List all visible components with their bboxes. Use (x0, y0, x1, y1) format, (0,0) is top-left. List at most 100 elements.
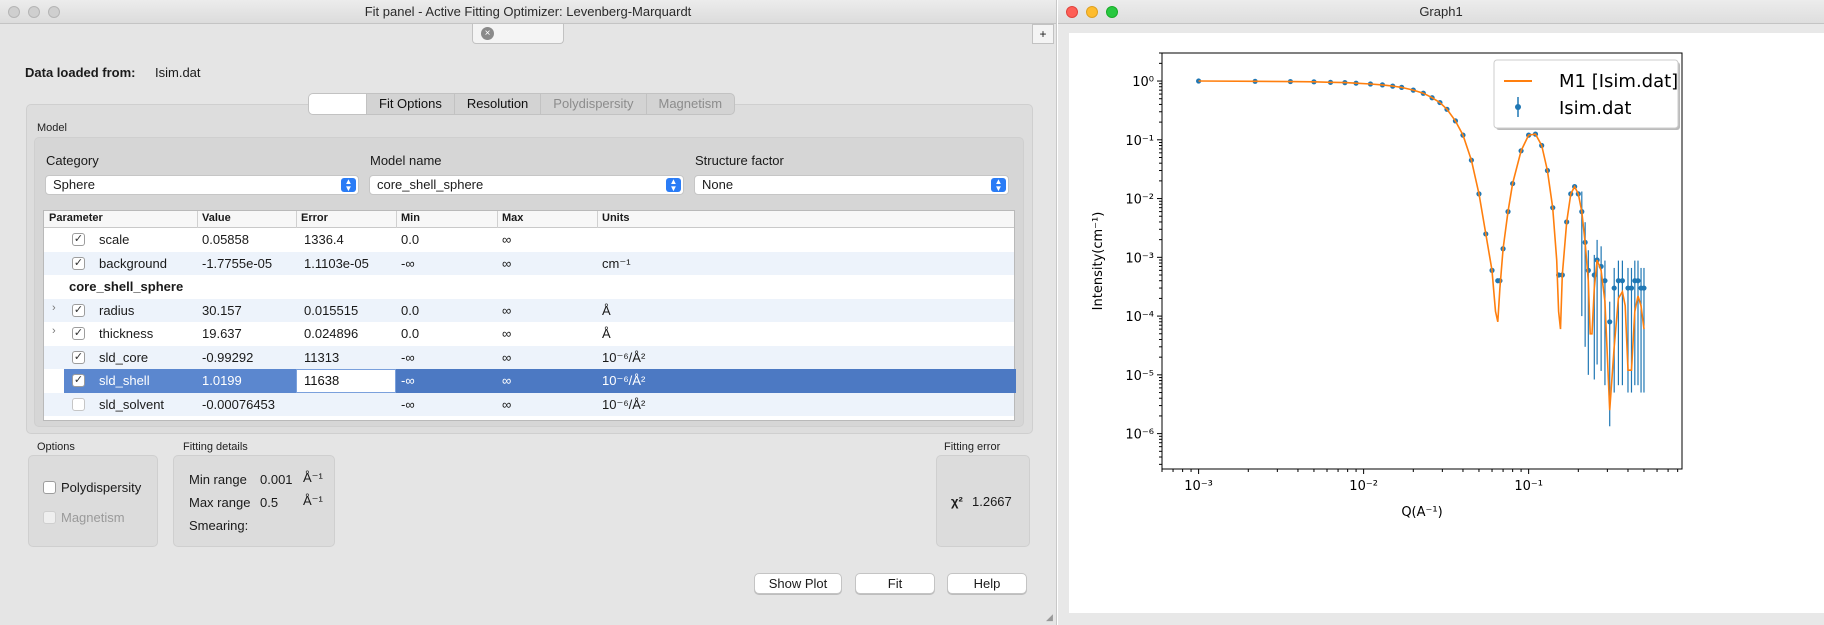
param-min[interactable]: 0.0 (401, 302, 420, 318)
param-value[interactable]: -0.00076453 (202, 396, 276, 412)
structure-factor-select[interactable]: None ▲ ▼ (694, 175, 1009, 195)
min-range-label: Min range (189, 472, 247, 487)
options-group (28, 455, 158, 547)
param-units: cm⁻¹ (602, 255, 631, 271)
fit-checkbox[interactable]: ✓ (72, 303, 85, 317)
close-tab-icon[interactable]: × (481, 27, 494, 40)
fit-button[interactable]: Fit (855, 573, 935, 594)
param-units: 10⁻⁶/Å² (602, 373, 646, 388)
header-max[interactable]: Max (502, 212, 524, 224)
minimize-window-button[interactable] (28, 6, 40, 18)
param-error: 11313 (304, 349, 340, 365)
param-max[interactable]: ∞ (502, 326, 512, 341)
fit-checkbox[interactable] (72, 397, 85, 411)
add-tab-button[interactable]: + (1032, 24, 1054, 44)
legend-box (1493, 59, 1679, 129)
category-select[interactable]: Sphere ▲ ▼ (45, 175, 359, 195)
data-loaded-label: Data loaded from: (25, 65, 136, 80)
y-tick-label: 10⁻¹ (1125, 134, 1154, 149)
param-max[interactable]: ∞ (502, 349, 512, 365)
resize-grip-icon[interactable]: ◢ (1046, 612, 1053, 622)
table-row[interactable]: sld_solvent -0.00076453 -∞ ∞ 10⁻⁶/Å² (44, 392, 1014, 416)
param-name: background (99, 255, 167, 271)
fit-page-tab[interactable]: × (472, 24, 564, 44)
header-units[interactable]: Units (602, 212, 630, 224)
data-point (1611, 285, 1617, 291)
param-max[interactable]: ∞ (502, 302, 512, 318)
model-name-select[interactable]: core_shell_sphere ▲ ▼ (369, 175, 684, 195)
tab-resolution[interactable]: Resolution (455, 94, 542, 114)
fit-panel-window: Fit panel - Active Fitting Optimizer: Le… (0, 0, 1057, 625)
chevron-right-icon[interactable]: › (52, 301, 56, 314)
close-window-button[interactable] (1066, 6, 1078, 18)
param-min[interactable]: 0.0 (401, 326, 420, 341)
plot-canvas[interactable]: 10⁻³ 10⁻² 10⁻¹ 10⁰ 10⁻¹ 10⁻² 10⁻³ 10⁻⁴ 10⁻⁵ 10⁻⁶ Q… (1069, 33, 1824, 613)
table-row[interactable]: ✓ scale 0.05858 1336.4 0.0 ∞ (44, 228, 1014, 252)
table-row[interactable]: ✓ background -1.7755e-05 1.1103e-05 -∞ ∞… (44, 251, 1014, 275)
table-row[interactable]: › ✓ radius 30.157 0.015515 0.0 ∞ Å (44, 298, 1014, 322)
fit-panel-title: Fit panel - Active Fitting Optimizer: Le… (364, 4, 692, 19)
param-value[interactable]: -0.99292 (202, 349, 254, 365)
chevron-right-icon[interactable]: › (52, 325, 56, 337)
data-point (1641, 285, 1647, 291)
fit-checkbox[interactable]: ✓ (72, 327, 85, 340)
polydispersity-checkbox[interactable] (43, 481, 56, 494)
param-min[interactable]: 0.0 (401, 232, 420, 247)
param-error: 1336.4 (304, 232, 344, 247)
zoom-window-button[interactable] (48, 6, 60, 18)
header-parameter[interactable]: Parameter (49, 212, 103, 224)
polydispersity-label: Polydispersity (61, 480, 142, 495)
model-line (1198, 80, 1645, 411)
magnetism-label: Magnetism (61, 510, 125, 525)
data-point (1602, 278, 1608, 284)
param-value[interactable]: 19.637 (202, 326, 242, 341)
y-tick-label: 10⁰ (1132, 75, 1154, 90)
show-plot-button[interactable]: Show Plot (754, 573, 842, 594)
chi2-label: χ² (951, 494, 963, 509)
header-error[interactable]: Error (301, 212, 328, 224)
error-cell-editor[interactable] (296, 369, 396, 393)
param-min[interactable]: -∞ (401, 373, 415, 388)
fit-checkbox[interactable]: ✓ (72, 256, 85, 270)
param-max[interactable]: ∞ (502, 396, 512, 412)
param-max[interactable]: ∞ (502, 232, 512, 247)
window-controls (1066, 6, 1118, 18)
param-error: 0.015515 (304, 302, 359, 318)
table-row-selected[interactable]: ✓ sld_shell 1.0199 11638 -∞ ∞ 10⁻⁶/Å² (44, 369, 1016, 393)
zoom-window-button[interactable] (1106, 6, 1118, 18)
category-label: Category (46, 153, 99, 168)
close-window-button[interactable] (8, 6, 20, 18)
fit-checkbox[interactable]: ✓ (72, 374, 85, 387)
param-value[interactable]: 1.0199 (202, 373, 242, 388)
table-row[interactable]: › ✓ thickness 19.637 0.024896 0.0 ∞ Å (44, 322, 1014, 346)
param-value[interactable]: 0.05858 (202, 232, 249, 247)
fitting-error-group (936, 455, 1030, 547)
param-min[interactable]: -∞ (401, 396, 415, 412)
tab-model[interactable] (309, 94, 367, 114)
fit-checkbox[interactable]: ✓ (72, 350, 85, 364)
param-min[interactable]: -∞ (401, 349, 415, 365)
tab-fit-options[interactable]: Fit Options (367, 94, 455, 114)
header-min[interactable]: Min (401, 212, 420, 224)
data-point (1628, 285, 1635, 291)
window-controls (8, 6, 60, 18)
table-header: Parameter Value Error Min Max Units (44, 211, 1014, 228)
data-point (1635, 278, 1641, 284)
help-button[interactable]: Help (947, 573, 1027, 594)
table-row[interactable]: ✓ sld_core -0.99292 11313 -∞ ∞ 10⁻⁶/Å² (44, 345, 1014, 369)
max-range-unit: Å⁻¹ (303, 493, 323, 508)
param-min[interactable]: -∞ (401, 255, 415, 271)
y-tick-label: 10⁻³ (1125, 251, 1154, 266)
header-value[interactable]: Value (202, 212, 231, 224)
fit-checkbox[interactable]: ✓ (72, 233, 85, 246)
param-value[interactable]: -1.7755e-05 (202, 255, 273, 271)
tab-polydispersity[interactable]: Polydispersity (541, 94, 647, 114)
fitting-details-group (173, 455, 335, 547)
magnetism-checkbox[interactable] (43, 511, 56, 524)
param-value[interactable]: 30.157 (202, 302, 242, 318)
smearing-label: Smearing: (189, 518, 249, 533)
param-max[interactable]: ∞ (502, 255, 512, 271)
minimize-window-button[interactable] (1086, 6, 1098, 18)
param-max[interactable]: ∞ (502, 373, 512, 388)
tab-magnetism[interactable]: Magnetism (658, 96, 723, 111)
